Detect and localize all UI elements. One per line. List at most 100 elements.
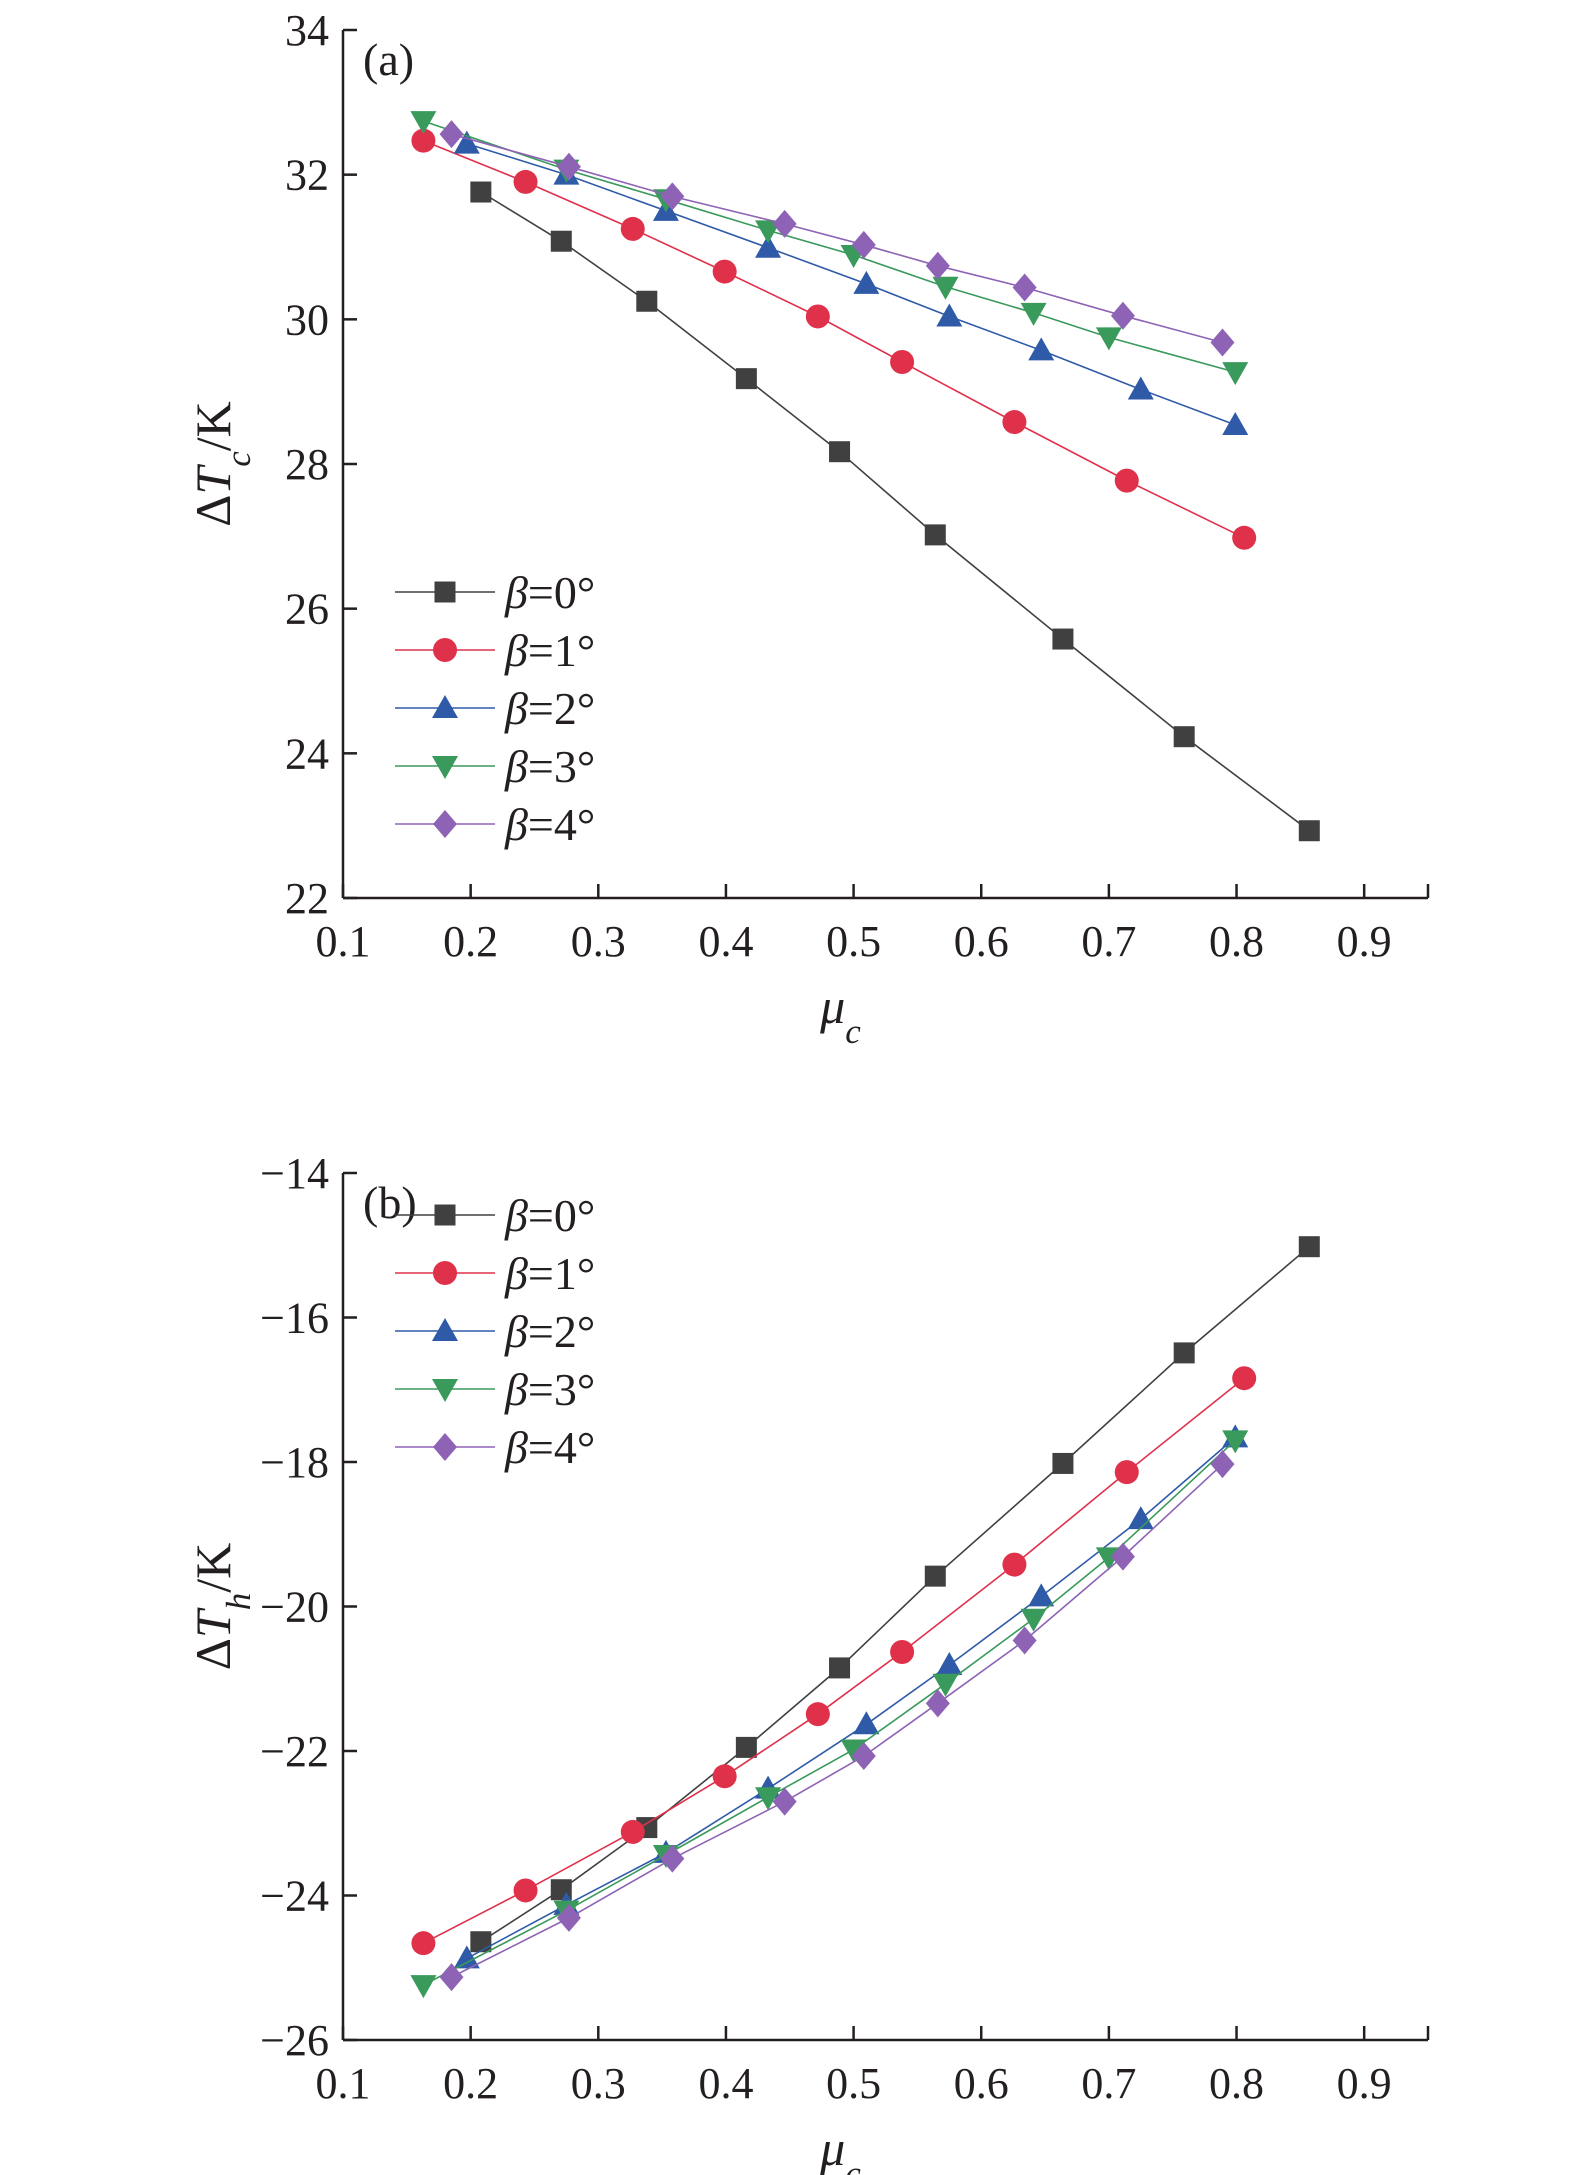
x-axis-title: μc xyxy=(819,2120,861,2175)
data-point xyxy=(924,1565,946,1587)
data-point xyxy=(805,304,830,329)
data-point xyxy=(1127,1506,1154,1530)
data-point xyxy=(411,128,436,153)
data-point xyxy=(556,152,581,181)
x-axis-title: μc xyxy=(819,978,861,1051)
data-point xyxy=(1020,1608,1047,1632)
x-tick-label: 0.9 xyxy=(1337,917,1392,966)
data-point xyxy=(410,111,437,135)
data-point xyxy=(936,1652,963,1676)
data-point xyxy=(925,251,950,280)
y-tick-label: 22 xyxy=(285,874,329,923)
data-point xyxy=(453,130,480,154)
series-line xyxy=(466,142,1236,426)
data-point xyxy=(1232,1366,1257,1391)
data-point xyxy=(1114,1460,1139,1485)
data-point xyxy=(1173,726,1195,748)
data-point xyxy=(712,259,737,284)
x-tick-label: 0.4 xyxy=(698,2059,753,2108)
series-0 xyxy=(470,181,1320,842)
x-tick-label: 0.6 xyxy=(954,2059,1009,2108)
data-point xyxy=(1110,301,1135,330)
data-point xyxy=(1052,1452,1074,1474)
data-point xyxy=(772,209,797,238)
legend-label: β=0° xyxy=(504,1190,595,1241)
data-point xyxy=(840,1739,867,1763)
x-tick-label: 0.1 xyxy=(316,2059,371,2108)
y-tick-label: −20 xyxy=(260,1583,329,1632)
panel-label: (b) xyxy=(363,1177,417,1228)
y-axis-title: ΔTc/K xyxy=(185,401,258,527)
data-point xyxy=(1020,302,1047,326)
x-tick-label: 0.8 xyxy=(1209,2059,1264,2108)
data-point xyxy=(932,276,959,300)
x-tick-label: 0.5 xyxy=(826,2059,881,2108)
legend-label: β=2° xyxy=(504,1306,595,1357)
x-tick-label: 0.3 xyxy=(571,917,626,966)
legend-label: β=1° xyxy=(504,1248,595,1299)
x-tick-label: 0.2 xyxy=(443,2059,498,2108)
x-tick-label: 0.9 xyxy=(1337,2059,1392,2108)
data-point xyxy=(755,220,782,244)
legend-marker xyxy=(433,810,457,838)
x-tick-label: 0.7 xyxy=(1081,2059,1136,2108)
data-point xyxy=(1028,1583,1055,1607)
data-point xyxy=(513,169,538,194)
series-line xyxy=(466,1436,1236,1960)
data-point xyxy=(1114,468,1139,493)
data-point xyxy=(1232,525,1257,550)
data-point xyxy=(1298,1236,1320,1258)
x-tick-label: 0.5 xyxy=(826,917,881,966)
data-point xyxy=(890,1640,915,1665)
legend-label: β=3° xyxy=(504,1364,595,1415)
legend-label: β=3° xyxy=(504,741,595,792)
data-point xyxy=(1173,1342,1195,1364)
data-point xyxy=(1052,628,1074,650)
data-point xyxy=(1110,1542,1135,1571)
y-tick-label: 32 xyxy=(285,151,329,200)
y-tick-label: 24 xyxy=(285,729,329,778)
x-tick-label: 0.4 xyxy=(698,917,753,966)
y-tick-label: −26 xyxy=(260,2016,329,2065)
legend-marker xyxy=(434,1204,456,1226)
series-0 xyxy=(470,1236,1320,1953)
y-tick-label: −22 xyxy=(260,1727,329,1776)
data-point xyxy=(851,230,876,259)
legend-label: β=4° xyxy=(504,1422,595,1473)
data-point xyxy=(550,230,572,252)
data-point xyxy=(735,368,757,390)
data-point xyxy=(1222,411,1249,435)
series-2 xyxy=(453,130,1249,435)
y-tick-label: −24 xyxy=(260,1872,329,1921)
data-point xyxy=(453,1945,480,1969)
data-point xyxy=(636,290,658,312)
data-point xyxy=(932,1673,959,1697)
y-tick-label: 26 xyxy=(285,585,329,634)
data-point xyxy=(556,1903,581,1932)
legend: β=0° β=1° β=2° β=3° β=4° xyxy=(395,567,595,850)
data-point xyxy=(620,216,645,241)
data-point xyxy=(853,270,880,294)
data-point xyxy=(439,1963,464,1992)
legend-marker xyxy=(432,695,458,718)
data-point xyxy=(851,1742,876,1771)
data-point xyxy=(712,1764,737,1789)
data-point xyxy=(470,181,492,203)
legend-marker xyxy=(432,756,458,779)
x-tick-label: 0.1 xyxy=(316,917,371,966)
series-3 xyxy=(410,1430,1249,1999)
legend-label: β=0° xyxy=(504,567,595,618)
chart-panel-b: 0.1 0.2 0.3 0.4 0.5 0.6 0.7 0.8 0.9 −26 −24 −22 −20 −… xyxy=(185,1149,1430,2175)
data-point xyxy=(805,1702,830,1727)
legend-label: β=1° xyxy=(504,625,595,676)
legend-marker xyxy=(432,1379,458,1402)
series-4 xyxy=(439,120,1235,357)
data-point xyxy=(410,1975,437,1999)
data-point xyxy=(735,1736,757,1758)
data-point xyxy=(411,1931,436,1956)
y-tick-label: −14 xyxy=(260,1149,329,1198)
data-point xyxy=(1298,820,1320,842)
data-point xyxy=(1210,1450,1235,1479)
data-point xyxy=(439,120,464,149)
